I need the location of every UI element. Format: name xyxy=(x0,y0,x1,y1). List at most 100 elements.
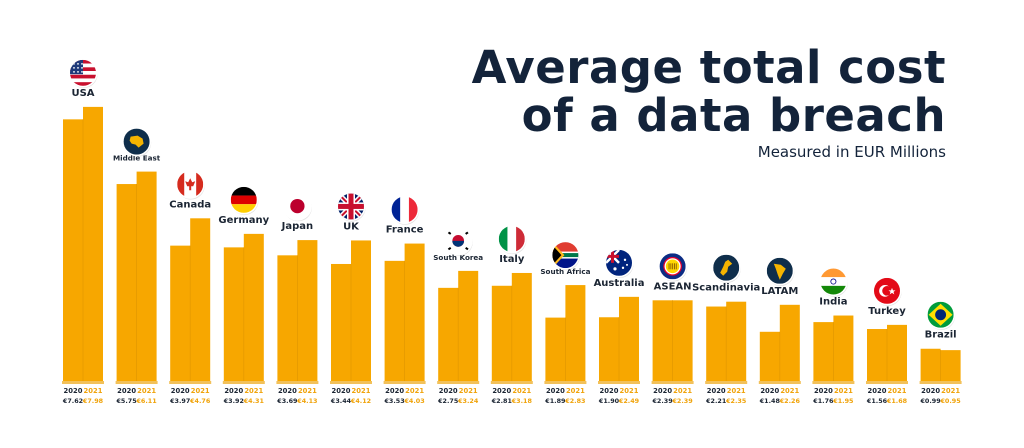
country-label: USA xyxy=(71,88,94,99)
bar-2021 xyxy=(619,296,639,383)
italy-flag-icon xyxy=(498,225,525,252)
year-label-2020: 2020 xyxy=(760,387,779,395)
country-label: Japan xyxy=(281,221,314,232)
bar-2020 xyxy=(652,300,673,383)
year-label-2021: 2021 xyxy=(352,387,371,395)
country-group-scandinavia: Scandinavia 2020 2021€2.21 €2.35 xyxy=(692,253,760,405)
country-group-uk: UK 2020 2021€3.44 €4.12 xyxy=(330,191,372,405)
country-label: Italy xyxy=(499,254,525,265)
bar-2021 xyxy=(672,300,693,383)
year-label-2021: 2021 xyxy=(780,387,799,395)
bar-2021 xyxy=(297,240,318,383)
bar-2021 xyxy=(351,240,371,383)
bar-2021 xyxy=(779,304,800,383)
bar-2020 xyxy=(813,322,834,383)
value-label-2021: €4.13 xyxy=(296,397,317,405)
bar-2021 xyxy=(726,301,747,383)
value-label-2021: €7.98 xyxy=(82,397,104,405)
bar-2020 xyxy=(223,247,244,383)
year-label-2020: 2020 xyxy=(278,387,297,395)
year-label-2021: 2021 xyxy=(512,387,531,395)
bar-2020 xyxy=(759,331,780,383)
country-group-brazil: Brazil 2020 2021€0.99 €0.95 xyxy=(919,300,962,405)
bar-2021 xyxy=(458,270,479,383)
year-label-2021: 2021 xyxy=(566,387,585,395)
year-label-2021: 2021 xyxy=(137,387,156,395)
bar-2020 xyxy=(277,255,298,383)
value-label-2020: €2.39 xyxy=(651,397,673,405)
australia-flag-icon xyxy=(606,249,632,276)
year-label-2020: 2020 xyxy=(224,387,243,395)
chart-subtitle: Measured in EUR Millions xyxy=(757,143,946,161)
bar-2021 xyxy=(940,350,961,383)
india-flag-icon xyxy=(820,268,847,295)
country-label: Middle East xyxy=(113,154,161,163)
year-label-2021: 2021 xyxy=(298,387,317,395)
year-label-2020: 2020 xyxy=(439,387,458,395)
canada-flag-icon xyxy=(177,171,204,198)
country-label: Germany xyxy=(218,215,269,226)
year-label-2020: 2020 xyxy=(171,387,190,395)
value-label-2020: €5.75 xyxy=(115,397,136,405)
value-label-2020: €1.89 xyxy=(544,397,566,405)
bar-2020 xyxy=(170,245,191,383)
germany-flag-icon xyxy=(230,186,257,213)
value-label-2020: €3.92 xyxy=(223,397,244,405)
bar-2020 xyxy=(599,317,619,383)
year-label-2020: 2020 xyxy=(385,387,404,395)
year-label-2021: 2021 xyxy=(84,387,103,395)
bar-2020 xyxy=(331,263,351,383)
country-group-usa: USA 2020 2021€7.62 €7.98 xyxy=(62,58,104,405)
year-label-2020: 2020 xyxy=(332,387,351,395)
value-label-2020: €3.44 xyxy=(330,397,352,405)
country-group-india: India 2020 2021€1.76 €1.95 xyxy=(812,266,855,405)
value-label-2021: €2.26 xyxy=(779,397,801,405)
country-label: Turkey xyxy=(868,306,906,317)
bar-2021 xyxy=(190,218,211,383)
bar-2020 xyxy=(63,119,83,384)
year-label-2020: 2020 xyxy=(814,387,833,395)
value-label-2020: €2.21 xyxy=(705,397,726,405)
value-label-2020: €3.69 xyxy=(276,397,298,405)
latam-map-icon xyxy=(766,257,793,284)
year-label-2021: 2021 xyxy=(673,387,692,395)
year-label-2020: 2020 xyxy=(707,387,726,395)
south-africa-flag-icon xyxy=(552,242,579,269)
year-label-2020: 2020 xyxy=(64,387,83,395)
value-label-2020: €1.76 xyxy=(812,397,834,405)
country-group-canada: Canada 2020 2021€3.97 €4.76 xyxy=(169,169,212,405)
bar-2020 xyxy=(545,317,566,383)
value-label-2021: €3.18 xyxy=(511,397,533,405)
value-label-2021: €4.76 xyxy=(189,397,211,405)
value-label-2020: €0.99 xyxy=(919,397,941,405)
bar-2021 xyxy=(833,315,854,383)
year-label-2021: 2021 xyxy=(244,387,263,395)
value-label-2020: €1.56 xyxy=(866,397,888,405)
country-group-turkey: Turkey 2020 2021€1.56 €1.68 xyxy=(866,276,908,405)
year-label-2021: 2021 xyxy=(941,387,960,395)
year-label-2020: 2020 xyxy=(492,387,511,395)
country-label: LATAM xyxy=(761,286,798,297)
value-label-2020: €7.62 xyxy=(62,397,83,405)
value-label-2021: €3.24 xyxy=(457,397,479,405)
year-label-2021: 2021 xyxy=(888,387,907,395)
value-label-2021: €2.35 xyxy=(725,397,746,405)
country-group-france: France 2020 2021€3.53 €4.03 xyxy=(383,194,426,405)
value-label-2020: €2.75 xyxy=(437,397,458,405)
value-label-2021: €6.11 xyxy=(135,397,156,405)
country-group-germany: Germany 2020 2021€3.92 €4.31 xyxy=(218,185,270,405)
country-label: South Korea xyxy=(433,253,483,262)
year-label-2021: 2021 xyxy=(834,387,853,395)
country-label: Scandinavia xyxy=(692,283,760,294)
year-label-2020: 2020 xyxy=(921,387,940,395)
country-label: UK xyxy=(343,221,360,232)
country-label: Brazil xyxy=(925,330,957,341)
country-group-australia: Australia 2020 2021€1.90 €2.49 xyxy=(594,248,644,405)
brazil-flag-icon xyxy=(927,301,954,328)
year-label-2020: 2020 xyxy=(868,387,887,395)
france-flag-icon xyxy=(391,196,418,223)
country-group-latam: LATAM 2020 2021 €1.48 €2.26 xyxy=(759,256,801,405)
year-label-2020: 2020 xyxy=(546,387,565,395)
